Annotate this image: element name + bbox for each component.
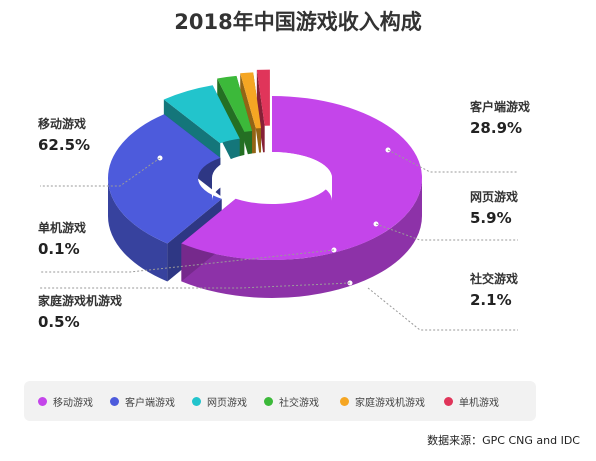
- slice-face-5-0: [256, 69, 265, 164]
- legend-label-console: 家庭游戏机游戏: [355, 397, 425, 409]
- leader-line-5: [40, 249, 335, 273]
- legend-swatch-web: [192, 396, 201, 406]
- legend-item-social[interactable]: 社交游戏: [264, 394, 319, 409]
- slice-side-0: [181, 178, 422, 298]
- legend-swatch-client: [110, 396, 119, 406]
- legend-item-console[interactable]: 家庭游戏机游戏: [340, 394, 425, 409]
- legend-swatch-console: [340, 396, 349, 406]
- slice-name-1: 客户端游戏: [469, 99, 530, 114]
- legend-item-single[interactable]: 单机游戏: [444, 394, 499, 409]
- slice-top-0: [181, 96, 422, 260]
- slice-top-3: [217, 75, 253, 132]
- slice-name-2: 网页游戏: [470, 189, 518, 204]
- slice-name-4: 家庭游戏机游戏: [38, 293, 122, 308]
- leader-line-3: [367, 287, 518, 331]
- donut-hole: [212, 152, 333, 201]
- slice-top-2: [163, 85, 240, 144]
- legend-swatch-mobile: [38, 396, 47, 406]
- leader-line-2: [375, 223, 518, 241]
- legend-item-web[interactable]: 网页游戏: [192, 394, 247, 409]
- legend-item-client[interactable]: 客户端游戏: [110, 394, 175, 409]
- slice-top-5: [256, 69, 270, 126]
- slice-value-0: 62.5%: [38, 136, 90, 154]
- slice-value-2: 5.9%: [470, 209, 512, 227]
- leader-lines: [40, 147, 518, 331]
- slice-name-3: 社交游戏: [469, 271, 518, 286]
- legend-label-single: 单机游戏: [459, 397, 499, 409]
- legend-swatch-social: [264, 396, 273, 406]
- legend: 移动游戏 客户端游戏 网页游戏 社交游戏 家庭游戏机游戏 单机游戏: [24, 381, 536, 421]
- donut-chart: 移动游戏 62.5% 客户端游戏 28.9% 网页游戏 5.9% 社交游戏 2.1% 家庭游戏机…: [38, 69, 530, 331]
- leader-line-4: [40, 282, 351, 289]
- slice-top-1: [108, 114, 222, 244]
- legend-item-mobile[interactable]: 移动游戏: [38, 394, 93, 409]
- slice-value-3: 2.1%: [470, 291, 512, 309]
- legend-label-client: 客户端游戏: [125, 397, 175, 409]
- legend-label-mobile: 移动游戏: [53, 397, 93, 409]
- leader-line-0: [40, 157, 161, 187]
- legend-label-web: 网页游戏: [207, 397, 247, 409]
- donut-tops: [108, 69, 422, 260]
- chart-title: 2018年中国游戏收入构成: [174, 10, 422, 34]
- slice-value-5: 0.1%: [38, 240, 80, 258]
- legend-label-social: 社交游戏: [279, 397, 319, 409]
- slice-value-1: 28.9%: [470, 119, 522, 137]
- slice-top-4: [240, 72, 262, 129]
- slice-side-1: [108, 178, 168, 282]
- slice-value-4: 0.5%: [38, 313, 80, 331]
- slice-labels: 移动游戏 62.5% 客户端游戏 28.9% 网页游戏 5.9% 社交游戏 2.1% 家庭游戏机…: [38, 99, 530, 331]
- source-note: 数据来源：GPC CNG and IDC: [427, 434, 580, 447]
- slice-name-0: 移动游戏: [38, 116, 86, 131]
- legend-swatch-single: [444, 396, 453, 406]
- slice-name-5: 单机游戏: [38, 220, 86, 235]
